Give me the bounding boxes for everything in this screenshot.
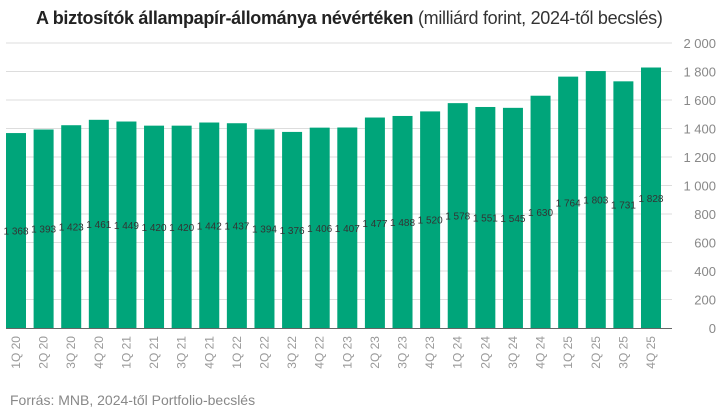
bar <box>447 103 468 328</box>
bar <box>254 129 275 328</box>
value-label: 1 551 <box>473 213 498 224</box>
value-label: 1 420 <box>142 223 167 234</box>
bar <box>6 133 26 328</box>
chart-title-main: A biztosítók állampapír-állománya névért… <box>36 8 414 28</box>
value-label: 1 520 <box>418 216 443 227</box>
y-tick-label: 1 800 <box>683 65 716 80</box>
bar <box>88 119 109 329</box>
y-tick-label: 200 <box>694 293 716 308</box>
x-tick-label: 4Q 24 <box>534 336 548 369</box>
y-tick-label: 1 600 <box>683 93 716 108</box>
bar <box>613 81 634 329</box>
bar <box>530 95 551 328</box>
chart-title: A biztosítók állampapír-állománya névért… <box>36 8 663 29</box>
y-tick-label: 0 <box>709 321 716 336</box>
y-tick-label: 1 000 <box>683 179 716 194</box>
bar <box>337 127 358 328</box>
value-label: 1 394 <box>252 225 277 236</box>
x-tick-label: 1Q 22 <box>230 336 244 369</box>
value-label: 1 437 <box>224 222 249 233</box>
bar <box>585 71 606 328</box>
x-tick-label: 3Q 24 <box>506 336 520 369</box>
value-label: 1 545 <box>500 214 525 225</box>
value-label: 1 393 <box>31 225 56 236</box>
bar <box>171 125 192 329</box>
value-label: 1 731 <box>611 201 636 212</box>
bar <box>282 131 303 328</box>
x-tick-label: 2Q 25 <box>589 336 603 369</box>
value-label: 1 406 <box>307 224 332 235</box>
bar <box>309 127 330 329</box>
y-tick-label: 400 <box>694 264 716 279</box>
x-tick-label: 4Q 21 <box>202 336 216 369</box>
x-axis-ticks: 1Q 20 2Q 20 3Q 20 4Q 20 1Q 21 2Q 21 3Q 21 4Q 21… <box>9 336 658 369</box>
y-tick-label: 600 <box>694 236 716 251</box>
x-tick-label: 1Q 25 <box>561 336 575 369</box>
x-tick-label: 2Q 20 <box>37 336 51 369</box>
value-label: 1 368 <box>3 227 28 238</box>
value-label: 1 828 <box>638 194 663 205</box>
x-tick-label: 3Q 20 <box>64 336 78 369</box>
bar <box>392 115 413 329</box>
bar <box>558 76 579 328</box>
value-label: 1 803 <box>583 196 608 207</box>
value-label: 1 764 <box>556 198 581 209</box>
source-note: Forrás: MNB, 2024-től Portfolio-becslés <box>10 392 256 408</box>
bar <box>364 117 385 328</box>
value-label: 1 578 <box>445 212 470 223</box>
value-label: 1 461 <box>86 220 111 231</box>
value-label: 1 477 <box>362 219 387 230</box>
x-tick-label: 4Q 25 <box>644 336 658 369</box>
bar <box>61 125 82 328</box>
bar-chart: 1 368 1 393 1 423 1 461 1 449 1 420 1 420 1 442… <box>3 36 716 369</box>
x-tick-label: 2Q 23 <box>368 336 382 369</box>
bar <box>33 129 54 328</box>
value-label: 1 376 <box>280 226 305 237</box>
value-label: 1 420 <box>169 223 194 234</box>
x-tick-label: 3Q 25 <box>616 336 630 369</box>
x-tick-label: 3Q 23 <box>396 336 410 369</box>
bar <box>144 125 165 329</box>
bar <box>502 107 523 329</box>
x-tick-label: 4Q 20 <box>92 336 106 369</box>
x-tick-label: 2Q 22 <box>257 336 271 369</box>
bar <box>420 111 441 329</box>
value-label: 1 449 <box>114 221 139 232</box>
y-tick-label: 1 200 <box>683 150 716 165</box>
value-label: 1 630 <box>528 208 553 219</box>
value-label: 1 407 <box>335 224 360 235</box>
y-tick-label: 800 <box>694 207 716 222</box>
bar <box>116 121 137 328</box>
chart-subtitle: (milliárd forint, 2024-től becslés) <box>417 8 663 28</box>
bar <box>199 122 220 328</box>
y-tick-label: 1 400 <box>683 122 716 137</box>
x-tick-label: 1Q 20 <box>9 336 23 369</box>
bar <box>640 67 661 328</box>
x-tick-label: 3Q 22 <box>285 336 299 369</box>
bar <box>475 106 496 328</box>
x-tick-label: 1Q 21 <box>119 336 133 369</box>
x-tick-label: 1Q 24 <box>451 336 465 369</box>
value-label: 1 442 <box>197 221 222 232</box>
x-tick-label: 4Q 22 <box>313 336 327 369</box>
value-label: 1 488 <box>390 218 415 229</box>
value-labels: 1 368 1 393 1 423 1 461 1 449 1 420 1 420 1 442… <box>3 194 663 238</box>
x-tick-label: 4Q 23 <box>423 336 437 369</box>
bars <box>6 67 661 329</box>
x-tick-label: 2Q 24 <box>478 336 492 369</box>
y-axis-ticks: 0 200 400 600 800 1 000 1 200 1 400 1 600 1 800 2 … <box>683 36 716 336</box>
value-label: 1 423 <box>59 223 84 234</box>
x-tick-label: 1Q 23 <box>340 336 354 369</box>
x-tick-label: 2Q 21 <box>147 336 161 369</box>
x-tick-label: 3Q 21 <box>175 336 189 369</box>
bar <box>226 123 247 328</box>
y-tick-label: 2 000 <box>683 36 716 51</box>
